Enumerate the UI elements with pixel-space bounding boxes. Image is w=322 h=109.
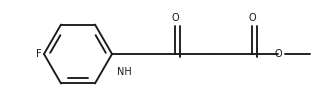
Text: O: O: [248, 13, 256, 23]
Text: O: O: [274, 49, 282, 59]
Text: F: F: [36, 49, 42, 59]
Text: O: O: [171, 13, 179, 23]
Text: NH: NH: [117, 67, 131, 77]
